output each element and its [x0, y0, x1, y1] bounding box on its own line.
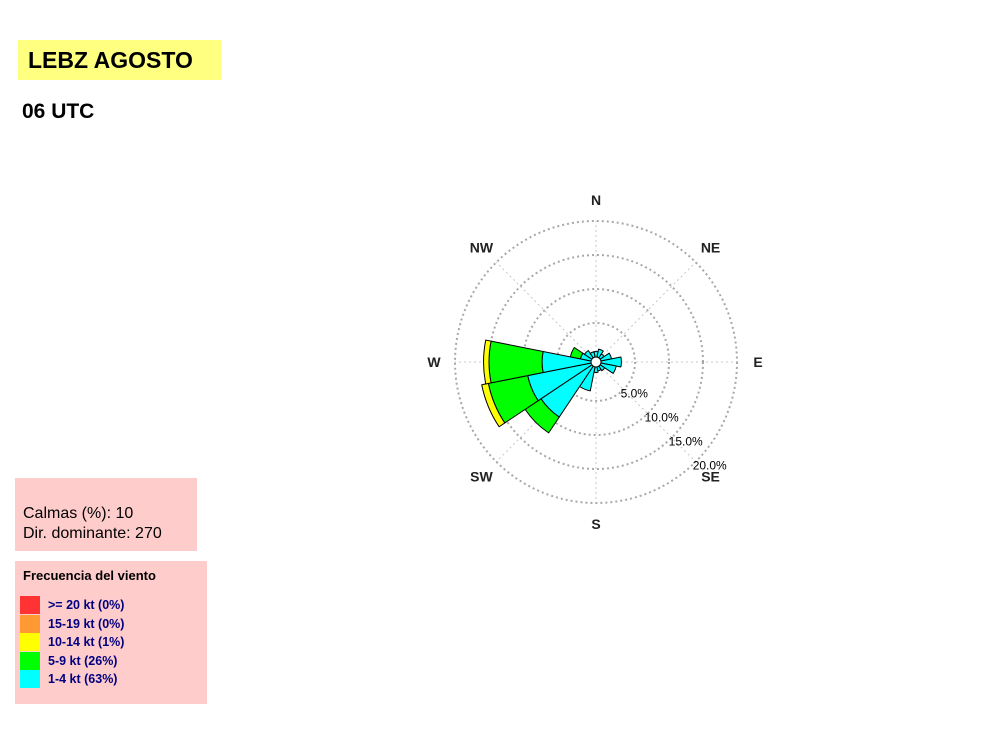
grid-ring: [522, 288, 670, 436]
dominant-direction-text: Dir. dominante: 270: [23, 525, 162, 542]
direction-label: SE: [701, 469, 720, 485]
legend: Frecuencia del viento >= 20 kt (0%) 15-1…: [15, 561, 207, 704]
direction-label: W: [427, 354, 441, 370]
rose-wedge: [600, 356, 622, 368]
calms-text: Calmas (%): 10: [23, 505, 134, 522]
legend-swatch: [20, 670, 40, 689]
legend-swatch: [20, 614, 40, 633]
legend-swatch: [20, 633, 40, 652]
chart-subtitle: 06 UTC: [22, 100, 95, 123]
rose-wedge: [598, 364, 606, 372]
grid-ring: [556, 322, 636, 402]
chart-title: LEBZ AGOSTO: [18, 40, 221, 80]
rose-wedge: [599, 362, 617, 374]
rose-wedge: [483, 339, 492, 385]
legend-title: Frecuencia del viento: [23, 568, 156, 583]
ring-label: 10.0%: [645, 411, 679, 425]
legend-list: >= 20 kt (0%) 15-19 kt (0%) 10-14 kt (1%…: [20, 596, 207, 689]
stats-panel: Calmas (%): 10 Dir. dominante: 270: [15, 478, 197, 551]
legend-label: >= 20 kt (0%): [48, 598, 125, 613]
rose-wedge: [596, 348, 604, 359]
ring-label: 5.0%: [621, 387, 649, 401]
legend-label: 10-14 kt (1%): [48, 635, 125, 650]
legend-swatch: [20, 651, 40, 670]
direction-label: E: [753, 354, 762, 370]
rose-wedge: [589, 351, 596, 359]
legend-item: 1-4 kt (63%): [20, 670, 207, 689]
rose-wedge: [569, 347, 584, 360]
direction-label: NE: [701, 239, 720, 255]
legend-item: 15-19 kt (0%): [20, 614, 207, 634]
legend-label: 1-4 kt (63%): [48, 672, 118, 687]
legend-item: 5-9 kt (26%): [20, 651, 207, 671]
rose-wedge: [583, 349, 594, 360]
legend-item: 10-14 kt (1%): [20, 633, 207, 652]
direction-label: NW: [470, 239, 494, 255]
legend-label: 5-9 kt (26%): [48, 653, 118, 668]
grid-ring: [454, 220, 738, 504]
rose-wedge: [481, 382, 506, 428]
legend-swatch: [20, 596, 40, 615]
direction-label: S: [591, 516, 600, 532]
ring-label: 20.0%: [693, 459, 727, 473]
ring-label: 15.0%: [669, 435, 703, 449]
direction-label: SW: [470, 469, 493, 485]
direction-label: N: [591, 192, 601, 208]
legend-label: 15-19 kt (0%): [48, 616, 125, 631]
legend-item: >= 20 kt (0%): [20, 596, 207, 615]
